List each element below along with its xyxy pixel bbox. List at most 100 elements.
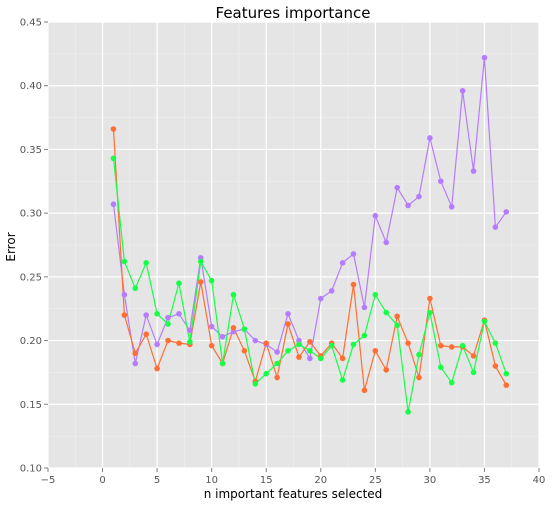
series-3-point [121, 258, 128, 265]
series-3-point [459, 342, 466, 349]
series-1-point [383, 239, 390, 246]
y-tick-label: 0.40 [20, 81, 42, 92]
series-1-point [372, 212, 379, 219]
series-2-point [208, 342, 215, 349]
series-3-point [481, 318, 488, 325]
series-3-point [427, 309, 433, 316]
x-tick-label: 15 [260, 475, 273, 486]
series-2-point [339, 355, 346, 362]
series-1-point [110, 201, 117, 208]
series-3-point [219, 360, 226, 367]
series-1-point [121, 291, 128, 298]
series-2-point [230, 325, 237, 331]
series-2-point [470, 353, 477, 359]
series-3-point [154, 311, 160, 317]
series-1-point [208, 323, 215, 330]
series-1-point [481, 54, 488, 61]
series-3-point [230, 291, 237, 298]
series-2-point [165, 337, 171, 344]
series-1-point [165, 314, 171, 321]
series-2-point [416, 374, 422, 381]
series-2-point [405, 340, 411, 346]
series-3-point [263, 370, 270, 377]
x-tick-label: −5 [41, 475, 56, 486]
series-3-point [438, 364, 444, 371]
series-2-point [121, 312, 128, 318]
series-1-point [132, 360, 139, 367]
series-1-point [503, 209, 510, 215]
x-tick-label: 30 [424, 475, 437, 486]
y-tick-label: 0.45 [20, 18, 42, 29]
series-2-point [274, 374, 280, 381]
series-1-point [187, 327, 193, 334]
series-1-point [252, 337, 259, 344]
x-axis-label: n important features selected [204, 487, 383, 501]
series-1-point [416, 193, 422, 200]
series-1-point [361, 304, 368, 311]
series-3-point [416, 351, 422, 358]
series-2-point [110, 126, 117, 132]
series-1-point [219, 333, 226, 340]
series-2-point [307, 339, 313, 345]
series-3-point [492, 340, 499, 346]
series-3-point [405, 409, 411, 415]
series-2-point [448, 344, 455, 350]
x-tick-label: 25 [369, 475, 382, 486]
series-2-point [241, 347, 248, 354]
series-3-point [187, 339, 193, 345]
series-2-point [361, 387, 368, 394]
series-3-point [394, 322, 400, 329]
series-2-point [143, 331, 149, 338]
series-1-point [459, 88, 466, 94]
series-1-point [328, 288, 335, 294]
series-1-point [274, 349, 280, 355]
x-axis-ticks: −5 0 5 10 15 20 25 30 35 40 [41, 468, 546, 486]
series-3-point [252, 381, 259, 387]
series-1-point [285, 311, 291, 317]
series-1-point [448, 203, 455, 210]
x-tick-label: 10 [205, 475, 218, 486]
series-2-point [154, 365, 160, 372]
series-1-point [470, 168, 477, 174]
y-tick-label: 0.25 [20, 272, 42, 283]
series-2-point [427, 295, 433, 302]
series-2-point [197, 279, 204, 285]
y-axis-ticks: 0.10 0.15 0.20 0.25 0.30 0.35 0.40 0.45 [20, 18, 48, 475]
series-2-point [394, 313, 400, 320]
series-3-point [110, 155, 117, 162]
series-3-point [165, 321, 171, 327]
series-2-point [285, 321, 291, 327]
series-1-point [154, 341, 160, 348]
series-2-point [350, 281, 357, 288]
x-tick-label: 0 [99, 475, 105, 486]
y-tick-label: 0.10 [20, 464, 42, 475]
series-3-point [307, 347, 313, 354]
series-3-point [328, 342, 335, 349]
series-1-point [143, 312, 149, 318]
series-1-point [339, 260, 346, 266]
series-3-point [197, 258, 204, 265]
series-3-point [208, 277, 215, 284]
series-3-point [241, 326, 248, 332]
y-tick-label: 0.35 [20, 145, 42, 156]
series-3-point [372, 291, 379, 298]
series-2-point [132, 350, 139, 357]
series-1-point [350, 251, 357, 257]
series-2-point [263, 340, 270, 346]
series-3-point [176, 280, 182, 287]
series-3-point [296, 341, 302, 348]
series-3-point [448, 379, 455, 386]
x-tick-label: 20 [314, 475, 327, 486]
series-1-point [438, 178, 444, 185]
series-3-point [285, 347, 291, 354]
y-tick-label: 0.15 [20, 400, 42, 411]
series-1-point [492, 224, 499, 230]
x-tick-label: 40 [533, 475, 546, 486]
chart-title: Features importance [216, 4, 371, 22]
series-3-point [383, 309, 390, 316]
y-axis-label: Error [4, 232, 18, 261]
grid [47, 21, 540, 469]
series-2-point [372, 347, 379, 354]
series-2-point [383, 367, 390, 373]
